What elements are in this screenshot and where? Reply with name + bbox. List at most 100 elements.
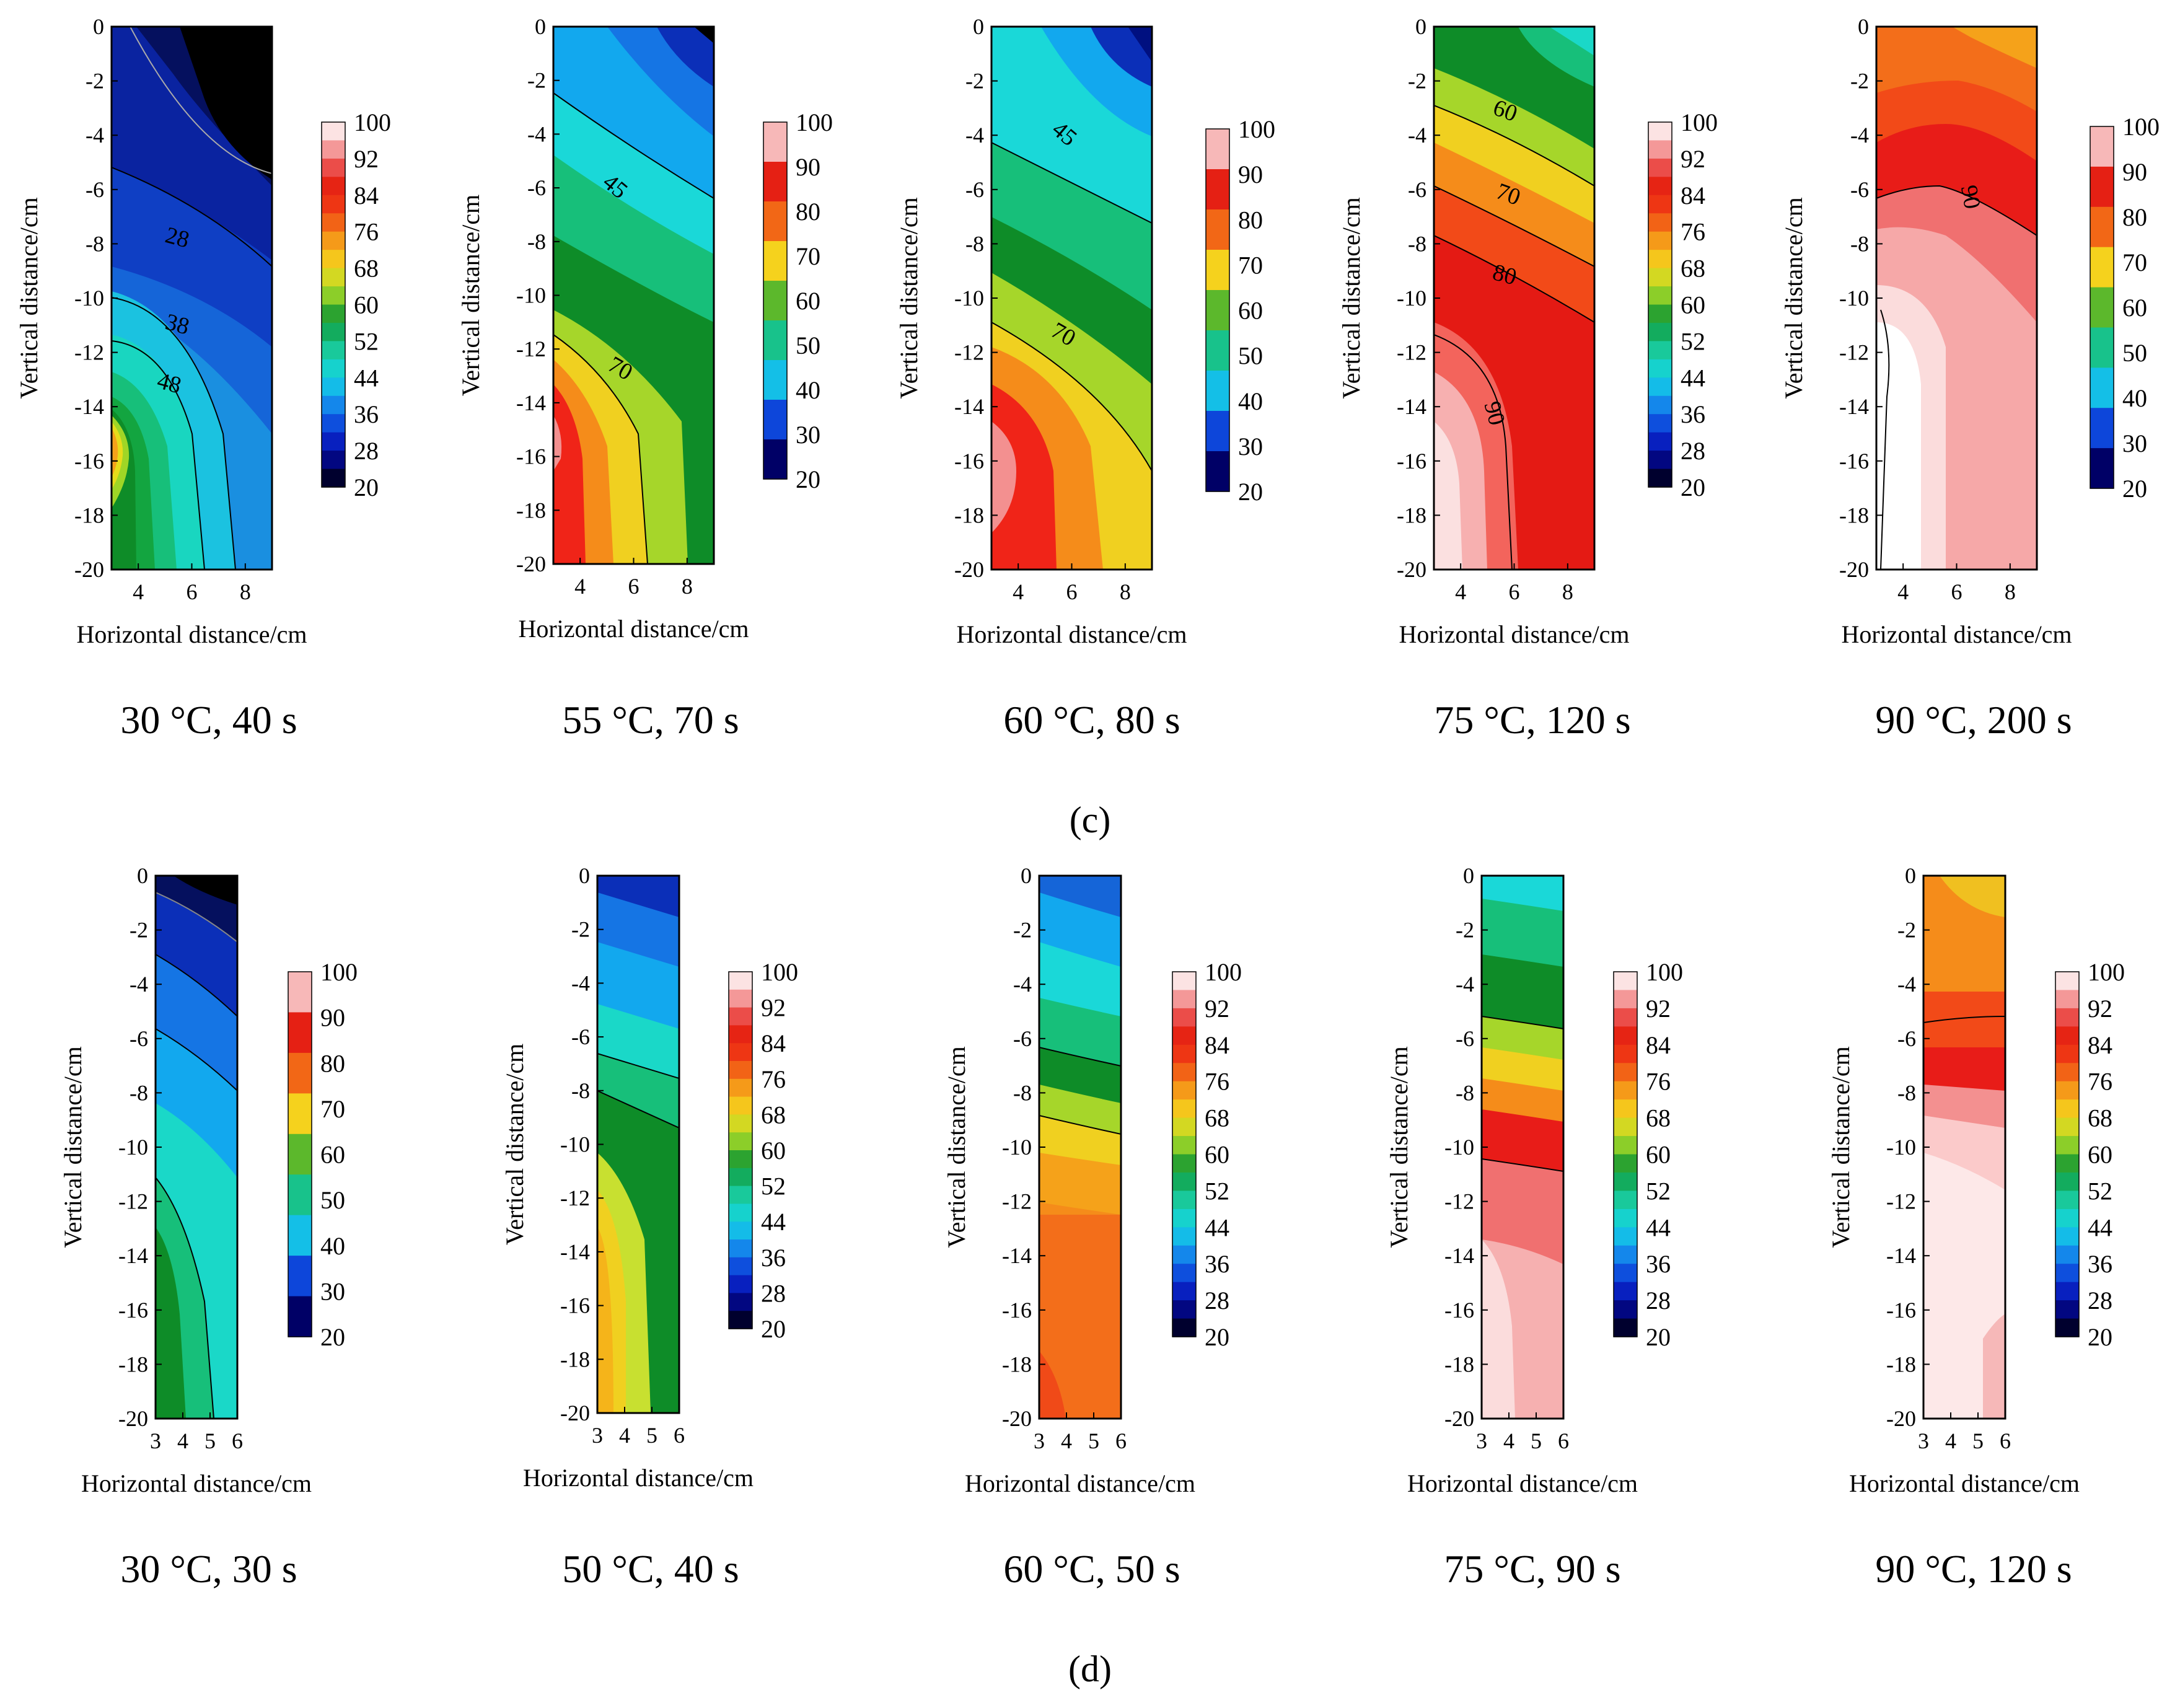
colorbar-band: [2055, 1081, 2079, 1100]
colorbar-tick-label: 92: [761, 994, 786, 1022]
colorbar-band: [2055, 1044, 2079, 1063]
colorbar-band: [2090, 448, 2114, 489]
y-tick-label: -10: [74, 286, 104, 310]
colorbar-band: [322, 213, 345, 232]
colorbar-tick-label: 52: [1205, 1177, 1229, 1205]
colorbar-band: [322, 268, 345, 287]
colorbar-tick-label: 84: [1205, 1031, 1229, 1059]
y-tick-label: -2: [1408, 69, 1426, 94]
y-tick-label: -16: [1839, 449, 1869, 473]
y-tick-label: -4: [1456, 972, 1474, 997]
panel-4-annotations: 0 -2 -4 -6 -8 -10 -12 -14 -16 -18 -20 4 6 8 Horizontal…: [1780, 14, 2160, 742]
colorbar-tick-label: 20: [796, 465, 820, 493]
colorbar-tick-label: 36: [1681, 400, 1705, 428]
y-axis-label: Vertical distance/cm: [943, 1046, 970, 1248]
y-tick-label: -14: [1886, 1243, 1916, 1268]
colorbar-tick-label: 84: [2088, 1031, 2112, 1059]
colorbar-band: [2055, 1136, 2079, 1155]
y-tick-label: -6: [965, 177, 984, 202]
colorbar-tick-label: 20: [1238, 478, 1263, 506]
contour-fill: [1482, 876, 1563, 1419]
colorbar-tick-label: 84: [761, 1029, 786, 1057]
x-tick-label: 6: [232, 1428, 243, 1453]
x-tick-label: 4: [1503, 1428, 1514, 1453]
colorbar-tick-label: 20: [761, 1315, 786, 1343]
colorbar-tick-label: 60: [761, 1137, 786, 1164]
colorbar-band: [729, 1257, 752, 1276]
x-tick-label: 3: [150, 1428, 161, 1453]
y-tick-label: 0: [1021, 863, 1032, 888]
y-tick-label: -2: [86, 69, 104, 94]
y-axis-label: Vertical distance/cm: [457, 195, 485, 396]
contour-fill: [112, 27, 272, 570]
colorbar-band: [322, 122, 345, 141]
colorbar-band: [322, 250, 345, 269]
y-tick-label: -12: [1839, 340, 1869, 365]
y-tick-label: -2: [527, 68, 546, 93]
y-tick-label: 0: [1858, 14, 1869, 39]
colorbar-band: [1172, 1099, 1196, 1119]
colorbar-tick-label: 52: [1646, 1177, 1671, 1205]
x-axis-label: Horizontal distance/cm: [1407, 1469, 1638, 1497]
colorbar-band: [763, 162, 787, 202]
colorbar-band: [1648, 195, 1672, 214]
colorbar: 100 92 84 76 68 60 52 44 36 28 20: [1648, 108, 1718, 501]
y-tick-label: -20: [1839, 557, 1869, 582]
colorbar-band: [288, 1012, 312, 1054]
x-tick-label: 6: [1951, 579, 1962, 604]
colorbar-band: [288, 1256, 312, 1297]
y-tick-label: -8: [965, 231, 984, 256]
colorbar-band: [322, 286, 345, 306]
y-tick-label: -6: [86, 177, 104, 202]
colorbar-band: [2055, 1172, 2079, 1191]
y-axis-label: Vertical distance/cm: [1780, 197, 1808, 398]
colorbar-band: [288, 1093, 312, 1135]
colorbar-tick-label: 36: [1205, 1250, 1229, 1278]
colorbar-band: [1648, 213, 1672, 232]
colorbar-tick-label: 100: [320, 958, 358, 986]
colorbar-band: [2055, 1318, 2079, 1337]
colorbar-band: [322, 395, 345, 415]
colorbar-band: [763, 281, 787, 321]
panel-c3: [990, 25, 1153, 571]
colorbar-tick-label: 28: [761, 1279, 786, 1307]
y-tick-label: -14: [560, 1239, 590, 1264]
colorbar: 100 92 84 76 68 60 52 44 36 28 20: [728, 958, 798, 1343]
colorbar-tick-label: 52: [761, 1173, 786, 1200]
panel-8-annotations: 0 -2 -4 -6 -8 -10 -12 -14 -16 -18 -203 4 5 6 Horizonta…: [1385, 863, 1683, 1591]
colorbar-band: [1206, 209, 1229, 250]
y-tick-label: -2: [1850, 69, 1869, 94]
colorbar-tick-label: 100: [761, 958, 798, 986]
colorbar-band: [1172, 972, 1196, 991]
colorbar-tick-label: 80: [2122, 203, 2147, 231]
colorbar-band: [1648, 268, 1672, 287]
colorbar-band: [322, 158, 345, 177]
colorbar: 100 92 84 76 68 60 52 44 36 28 20: [1613, 958, 1683, 1351]
colorbar-band: [322, 140, 345, 159]
y-tick-label: 0: [973, 14, 984, 39]
panel-caption: 55 °C, 70 s: [562, 698, 739, 742]
colorbar-tick-label: 84: [1646, 1031, 1671, 1059]
colorbar-band: [322, 377, 345, 397]
x-tick-label: 6: [628, 574, 639, 599]
y-tick-label: -4: [86, 123, 104, 147]
panel-7-annotations: 0 -2 -4 -6 -8 -10 -12 -14 -16 -18 -203 4 5 6 Horizonta…: [943, 863, 1242, 1591]
colorbar-tick-label: 76: [354, 218, 379, 246]
x-tick-label: 5: [1972, 1428, 1984, 1453]
x-tick-label: 6: [1558, 1428, 1569, 1453]
x-tick-label: 8: [682, 574, 693, 599]
colorbar-tick-label: 68: [354, 255, 379, 283]
y-tick-label: -4: [571, 971, 590, 995]
y-tick-label: -16: [1397, 449, 1426, 473]
colorbar-tick-label: 36: [761, 1244, 786, 1272]
y-tick-label: -20: [1886, 1406, 1916, 1431]
y-tick-label: -12: [954, 340, 984, 365]
y-tick-label: -14: [74, 394, 104, 419]
colorbar-tick-label: 84: [354, 182, 379, 209]
colorbar-tick-label: 20: [320, 1323, 345, 1351]
colorbar-band: [1614, 990, 1637, 1009]
colorbar-band: [763, 201, 787, 242]
y-tick-label: -20: [1397, 557, 1426, 582]
y-tick-label: -2: [571, 917, 590, 942]
colorbar-band: [1614, 1044, 1637, 1063]
